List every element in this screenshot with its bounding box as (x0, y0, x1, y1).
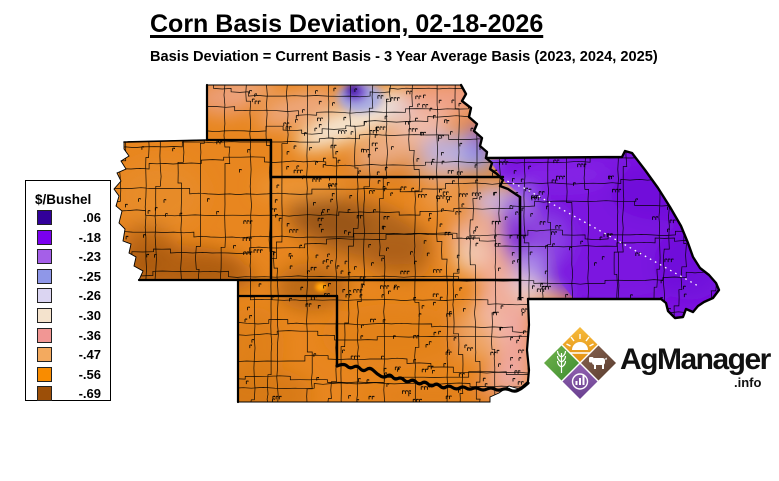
legend-swatch (37, 308, 52, 323)
legend-label: -.56 (78, 366, 101, 382)
legend-swatch (37, 210, 52, 225)
agmanager-logo: AgManager .info (540, 323, 779, 403)
wheat-diamond (544, 345, 579, 381)
map-outline (113, 84, 720, 403)
legend-label: -.47 (78, 347, 101, 363)
cattle-diamond (581, 345, 616, 381)
legend-swatch (37, 268, 52, 284)
legend-item: -.47 (37, 347, 101, 363)
legend-swatch (37, 386, 52, 402)
elevator-marks (125, 87, 687, 402)
legend-label: -.23 (78, 249, 101, 265)
legend-item: -.23 (37, 249, 101, 265)
legend-label: -.30 (78, 308, 101, 323)
legend-swatch (37, 288, 52, 304)
legend-item: -.56 (37, 366, 101, 382)
legend-swatch (37, 366, 52, 382)
legend-label: -.69 (78, 386, 101, 402)
logo-suffix-text: .info (734, 375, 762, 390)
legend-label: -.25 (78, 268, 101, 284)
legend-label: .06 (82, 210, 101, 225)
legend-label: -.18 (78, 229, 101, 245)
legend-item: -.36 (37, 327, 101, 343)
subtitle: Basis Deviation = Current Basis - 3 Year… (150, 49, 658, 65)
legend-label: -.26 (78, 288, 101, 304)
legend-swatch (37, 327, 52, 343)
legend-item: -.18 (37, 229, 101, 245)
page-title: Corn Basis Deviation, 02-18-2026 (150, 10, 544, 38)
legend-swatch (37, 229, 52, 245)
legend-header: $/Bushel (35, 192, 92, 207)
chart-diamond (562, 364, 598, 399)
interstate-dotted-line (501, 178, 701, 288)
legend-item: -.30 (37, 308, 101, 323)
legend-swatch (37, 347, 52, 363)
legend-item: -.69 (37, 386, 101, 402)
legend-swatch (37, 249, 52, 265)
sun-diamond (562, 327, 598, 362)
legend: $/Bushel .06 -.18 -.23 -.25 -.26 -.30 -.36 -.47… (25, 180, 111, 402)
logo-brand-text: AgManager (620, 343, 771, 376)
legend-label: -.36 (78, 327, 101, 343)
agmanager-logo-icon (544, 327, 616, 399)
legend-item: -.26 (37, 288, 101, 304)
legend-item: -.25 (37, 268, 101, 284)
legend-item: .06 (37, 210, 101, 225)
hot-spot (315, 282, 327, 292)
